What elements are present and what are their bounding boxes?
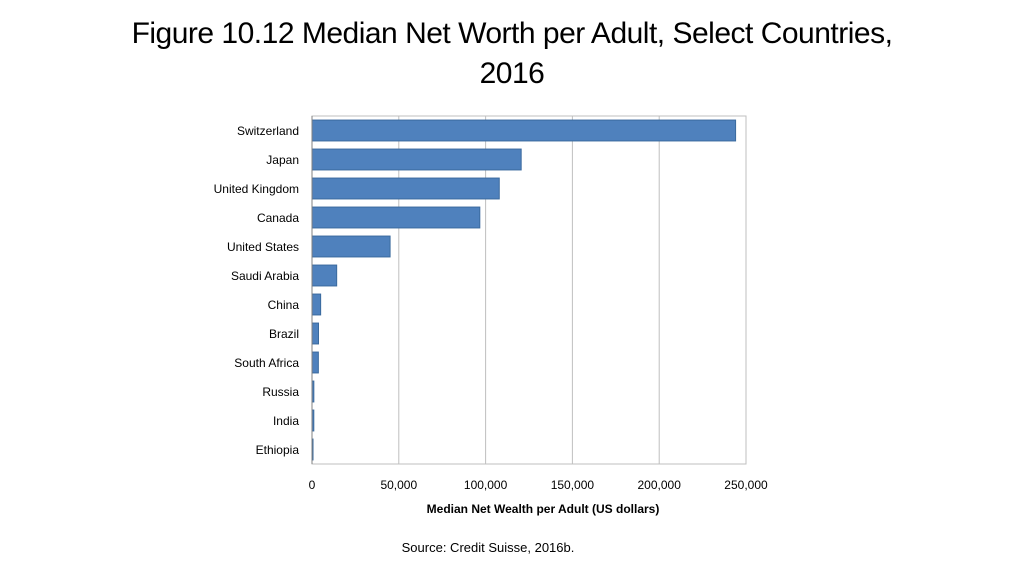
category-label: China	[268, 298, 300, 312]
x-tick-label: 250,000	[724, 478, 768, 492]
category-label: Saudi Arabia	[231, 269, 299, 283]
bars	[311, 119, 737, 461]
x-tick-labels: 0 50,000 100,000 150,000 200,000 250,000	[309, 478, 768, 492]
x-axis-title: Median Net Wealth per Adult (US dollars)	[427, 502, 660, 516]
category-label: United States	[227, 240, 299, 254]
category-label: Ethiopia	[256, 443, 300, 457]
category-label: Brazil	[269, 327, 299, 341]
category-label: Canada	[257, 211, 299, 225]
bar	[311, 206, 481, 229]
x-tick-label: 0	[309, 478, 316, 492]
bar	[311, 177, 500, 200]
bar	[311, 351, 319, 374]
category-label: Russia	[262, 385, 299, 399]
category-label: United Kingdom	[214, 182, 299, 196]
gridlines	[398, 116, 747, 464]
slide-title: Figure 10.12 Median Net Worth per Adult,…	[131, 17, 893, 90]
bar	[311, 264, 338, 287]
source-note: Source: Credit Suisse, 2016b.	[401, 540, 575, 555]
x-tick-label: 150,000	[551, 478, 595, 492]
bar	[311, 293, 322, 316]
bar	[311, 235, 391, 258]
bar	[311, 119, 737, 142]
bar	[311, 148, 522, 171]
x-tick-label: 200,000	[638, 478, 682, 492]
bar	[311, 322, 320, 345]
x-tick-label: 100,000	[464, 478, 508, 492]
category-label: India	[273, 414, 299, 428]
category-label: South Africa	[234, 356, 299, 370]
x-tick-label: 50,000	[380, 478, 417, 492]
category-label: Switzerland	[237, 124, 299, 138]
category-labels: Switzerland Japan United Kingdom Canada Unit…	[214, 124, 300, 457]
category-label: Japan	[266, 153, 299, 167]
